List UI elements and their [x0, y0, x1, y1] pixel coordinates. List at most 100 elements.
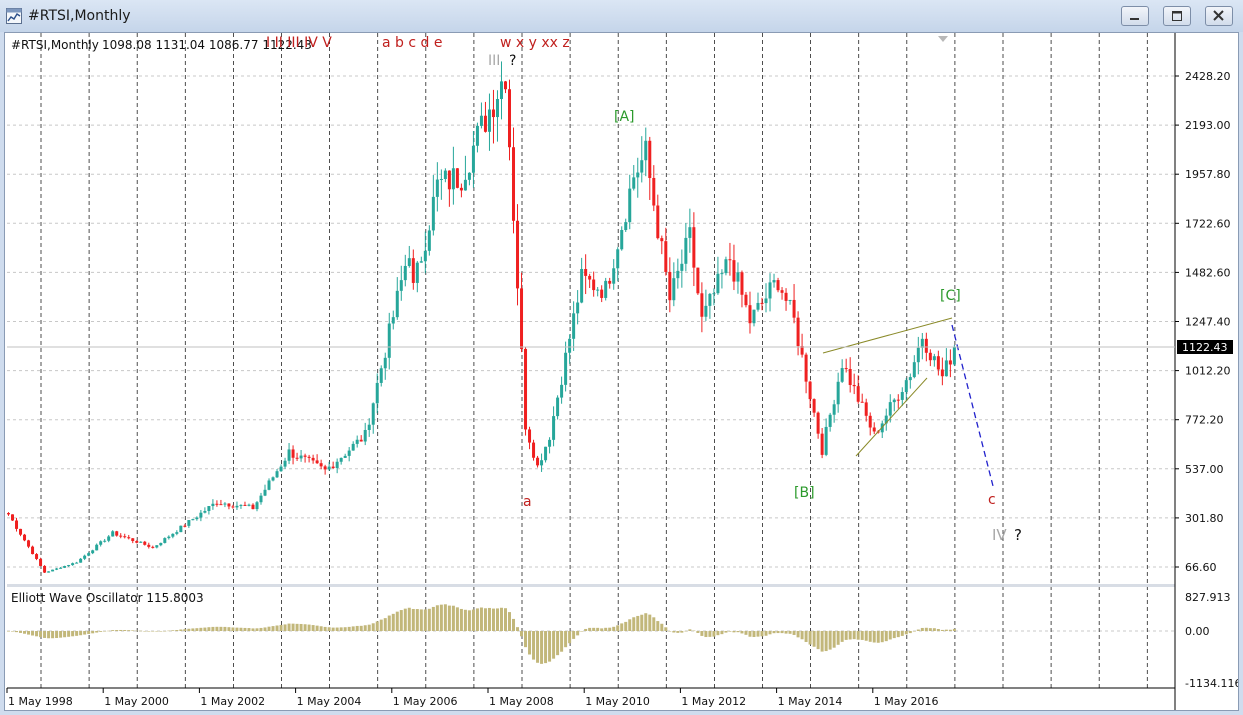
candle-body — [359, 439, 363, 442]
candle-body — [199, 512, 203, 518]
candle-body — [135, 541, 139, 543]
price-tick-label: 2193.00 — [1185, 119, 1231, 132]
oscillator-bar — [131, 630, 135, 631]
candle-body — [648, 140, 652, 178]
oscillator-bar — [784, 631, 788, 634]
candle-body — [556, 397, 560, 417]
title-bar: #RTSI,Monthly — [0, 0, 1243, 32]
symbol-info: #RTSI,Monthly — [11, 38, 99, 52]
oscillator-bar — [824, 631, 828, 652]
oscillator-bar — [427, 608, 431, 631]
restore-button[interactable] — [1163, 6, 1191, 26]
candle-body — [331, 466, 335, 469]
oscillator-bar — [35, 631, 39, 637]
candle-body — [375, 382, 379, 404]
oscillator-bar — [772, 631, 776, 634]
candle-body — [588, 275, 592, 280]
candle-body — [83, 555, 87, 559]
oscillator-bar — [724, 631, 728, 633]
candle-body — [612, 268, 616, 284]
candle-body — [748, 305, 752, 324]
candle-body — [560, 384, 564, 398]
oscillator-bar — [676, 631, 680, 633]
candle-body — [524, 348, 528, 430]
candle-body — [884, 415, 888, 424]
candle-body — [852, 385, 856, 387]
oscillator-bar — [720, 631, 724, 635]
candle-body — [423, 250, 427, 262]
oscillator-bar — [159, 631, 163, 632]
candle-body — [347, 450, 351, 456]
oscillator-bar — [383, 618, 387, 631]
candle-body — [756, 302, 760, 310]
oscillator-bar — [7, 631, 10, 632]
candle-body — [19, 528, 23, 535]
close-icon — [1213, 10, 1224, 21]
candle-body — [175, 532, 179, 534]
candle-body — [848, 369, 852, 386]
minimize-button[interactable] — [1121, 6, 1149, 26]
candle-body — [419, 261, 423, 263]
candle-body — [467, 172, 471, 180]
oscillator-bar — [844, 631, 848, 640]
panel-separator[interactable] — [7, 584, 1175, 587]
candle-body — [235, 505, 239, 508]
candle-body — [688, 227, 692, 238]
oscillator-bar — [888, 631, 892, 640]
candle-body — [279, 466, 283, 472]
oscillator-bar — [528, 631, 532, 655]
candle-body — [916, 347, 920, 363]
candle-body — [600, 289, 604, 298]
wave-label-c: c — [988, 492, 996, 508]
candle-body — [111, 531, 115, 537]
oscillator-bar — [83, 631, 87, 635]
candle-body — [684, 237, 688, 264]
oscillator-bar — [612, 626, 616, 631]
candle-body — [23, 534, 27, 541]
candle-body — [928, 352, 932, 361]
oscillator-bar — [904, 631, 908, 635]
candle-body — [479, 115, 483, 126]
oscillator-bar — [736, 631, 740, 633]
candle-body — [692, 227, 696, 268]
candle-body — [696, 267, 700, 294]
candle-body — [475, 125, 479, 146]
oscillator-bar — [19, 631, 23, 633]
oscillator-bar — [796, 631, 800, 638]
candle-body — [99, 541, 103, 545]
close-button[interactable] — [1205, 6, 1233, 26]
chart-shift-marker[interactable] — [938, 36, 948, 42]
candle-body — [27, 540, 31, 547]
candle-body — [407, 258, 411, 266]
candle-body — [143, 541, 147, 545]
oscillator-bar — [387, 615, 391, 631]
candle-body — [247, 504, 251, 506]
channel-upper-line — [822, 317, 953, 354]
oscillator-bar — [672, 631, 676, 633]
time-tick-label: 1 May 2004 — [297, 695, 362, 708]
oscillator-bar — [415, 609, 419, 631]
candle-body — [608, 280, 612, 284]
candle-body — [43, 565, 47, 573]
candle-body — [936, 356, 940, 370]
candle-body — [315, 460, 319, 464]
oscillator-bar — [499, 607, 503, 631]
candle-body — [71, 563, 75, 566]
candle-body — [900, 392, 904, 400]
candle-body — [912, 362, 916, 378]
oscillator-bar — [828, 631, 832, 650]
candle-body — [203, 510, 207, 513]
oscillator-bar — [223, 626, 227, 631]
candle-body — [403, 265, 407, 281]
oscillator-bar — [804, 631, 808, 642]
oscillator-bar — [760, 631, 764, 637]
oscillator-bar — [491, 608, 495, 631]
time-tick-label: 1 May 1998 — [8, 695, 73, 708]
price-chart[interactable]: 2428.20 2193.00 1957.80 1722.60 1482.60 1247.… — [5, 33, 1238, 710]
oscillator-bar — [512, 618, 516, 631]
candle-body — [211, 503, 215, 507]
oscillator-bar — [768, 631, 772, 635]
candle-body — [656, 205, 660, 239]
candle-body — [736, 272, 740, 282]
oscillator-bar — [235, 627, 239, 631]
